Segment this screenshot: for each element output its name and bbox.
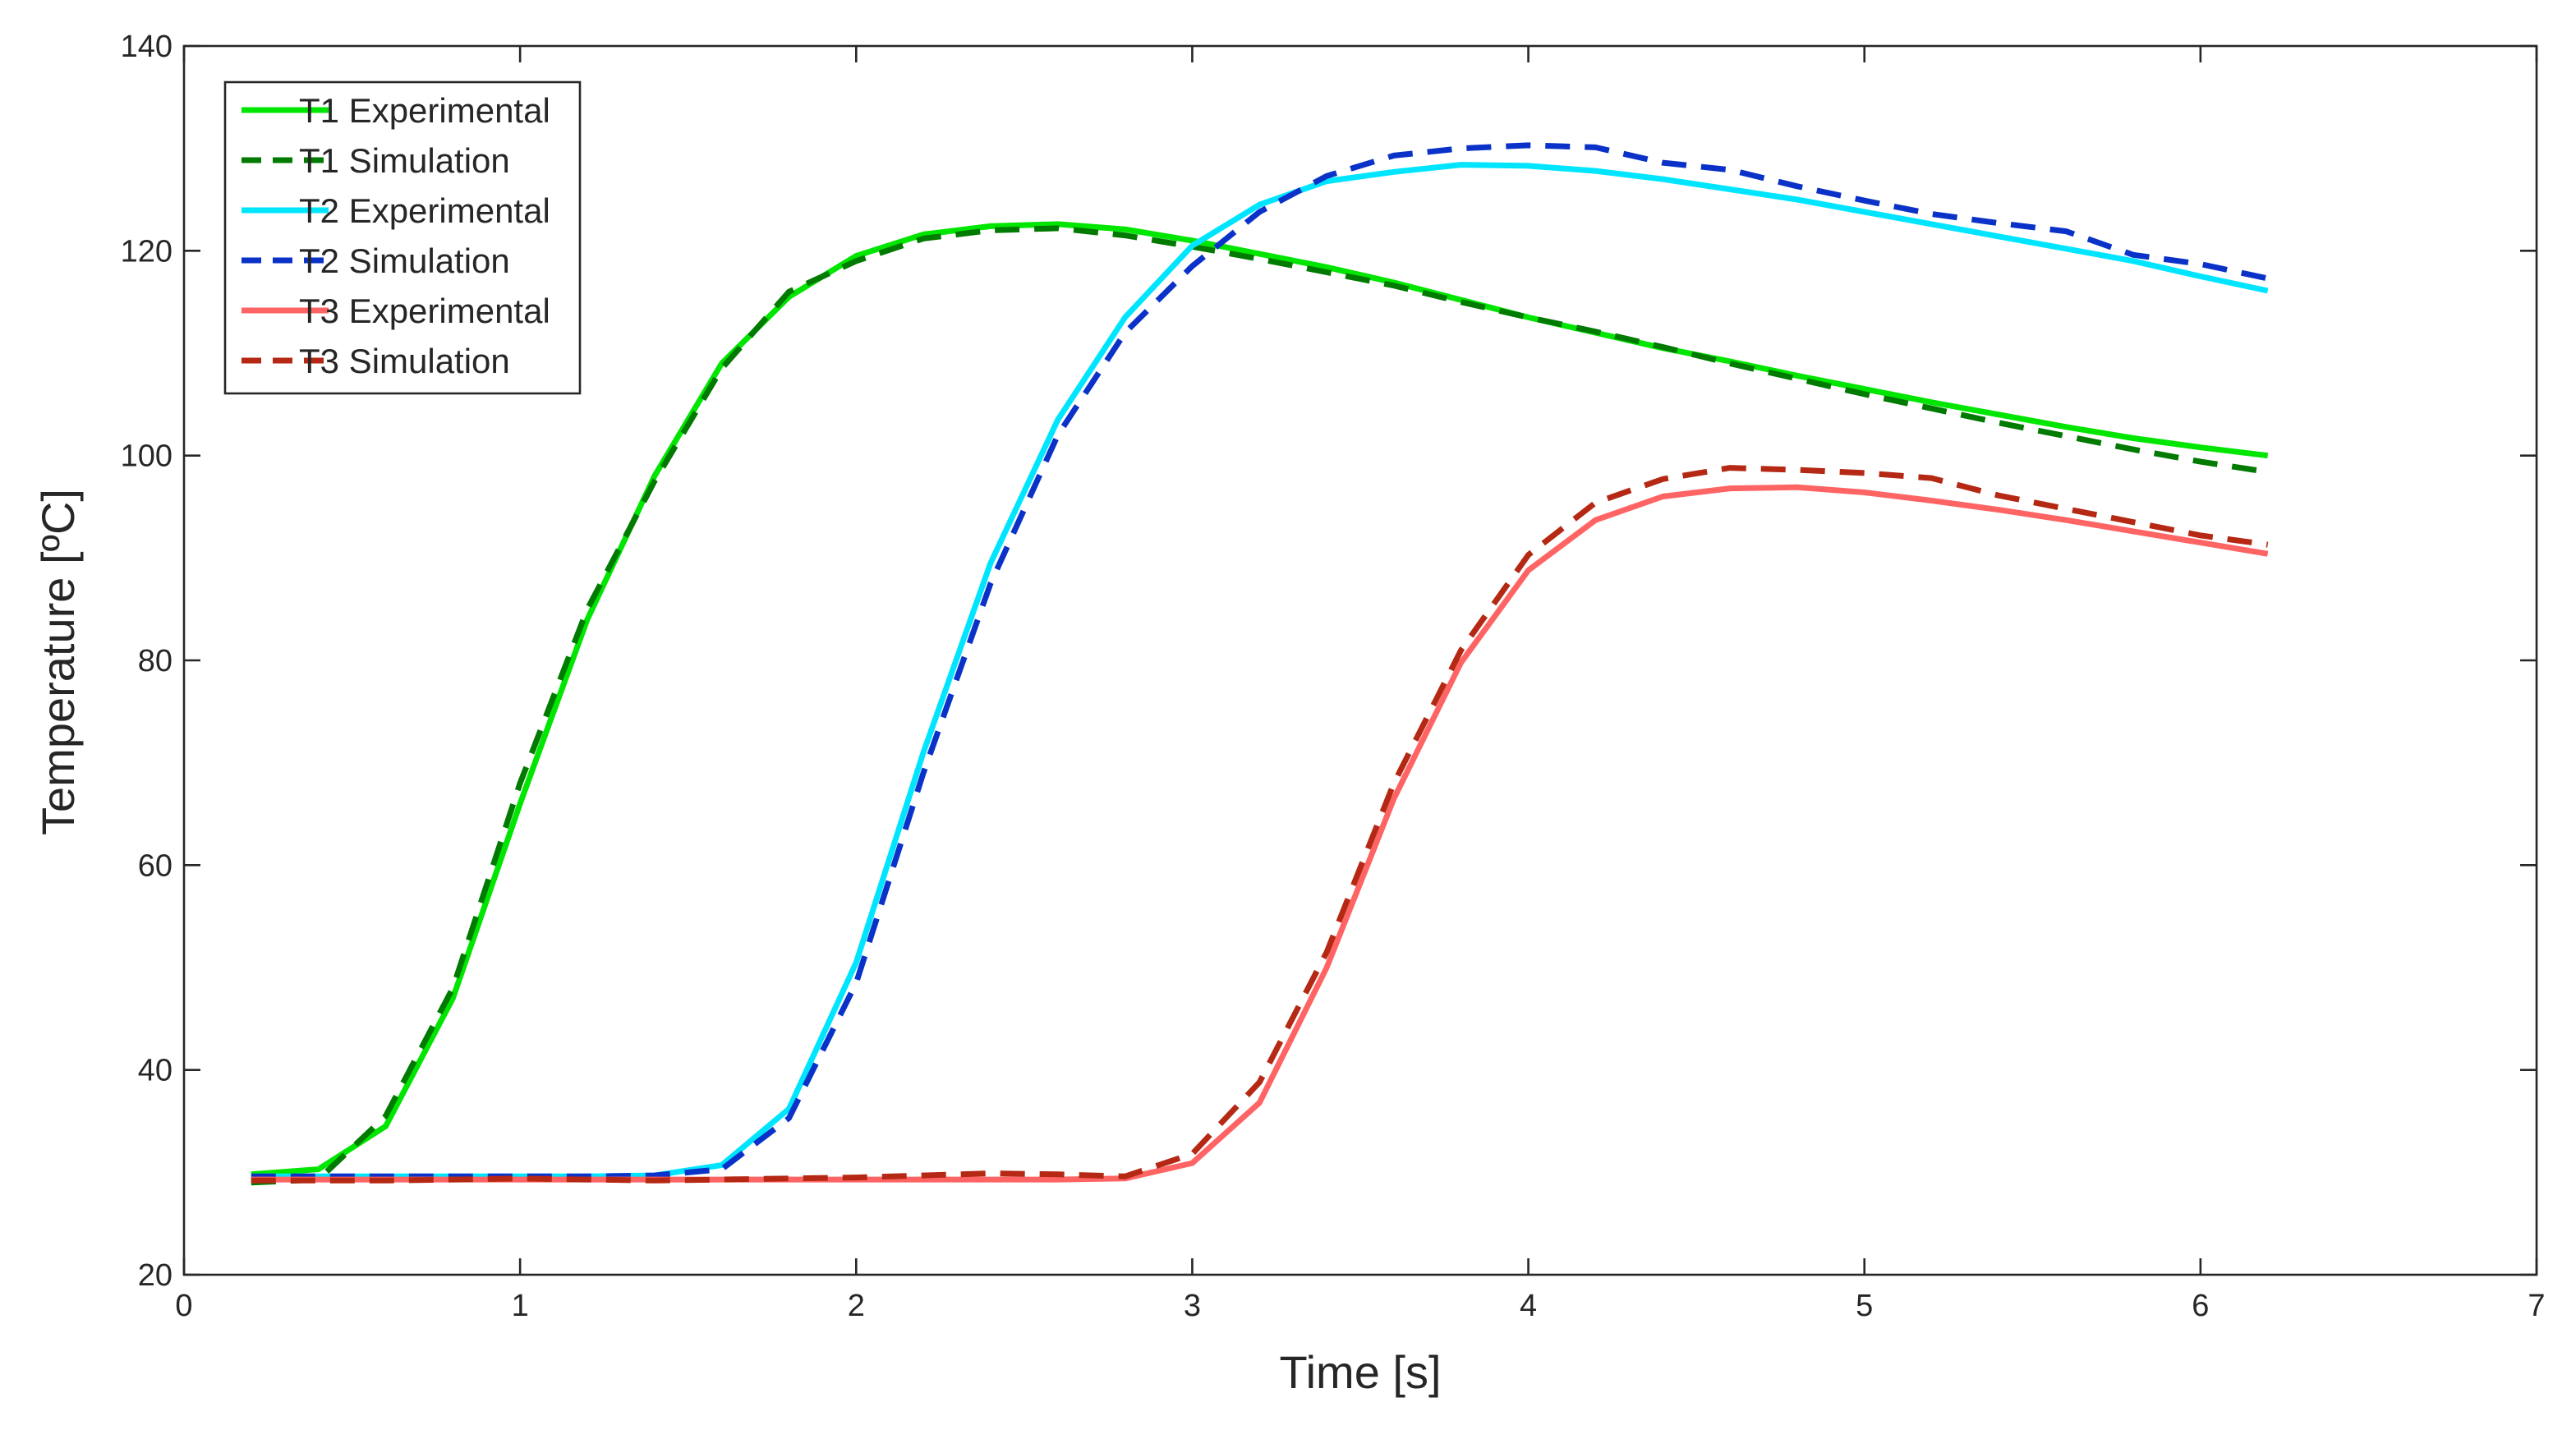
- y-tick-label: 140: [121, 30, 172, 64]
- axes-layer: Time [s] Temperature [ºC] 0 1 2 3 4 5 6 7 20 40 60…: [32, 30, 2546, 1398]
- series-line-t3-simulation: [251, 465, 2269, 1184]
- y-tick-label: 120: [121, 234, 172, 269]
- legend-box: [223, 80, 582, 395]
- x-tick-label: 4: [1520, 1289, 1537, 1323]
- y-tick-label: 100: [121, 439, 172, 474]
- series-line-t1-simulation: [251, 225, 2269, 1186]
- series-line-t2-simulation: [251, 142, 2269, 1179]
- x-tick-label: 0: [175, 1289, 192, 1323]
- y-axis-label: Temperature [ºC]: [32, 489, 84, 835]
- legend-label: T3 Experimental: [299, 292, 550, 330]
- legend-label: T1 Experimental: [299, 91, 550, 130]
- x-tick-label: 5: [1856, 1289, 1873, 1323]
- y-tick-label: 20: [138, 1258, 172, 1293]
- x-tick-label: 7: [2528, 1289, 2545, 1323]
- x-tick-label: 6: [2192, 1289, 2209, 1323]
- legend-label: T1 Simulation: [299, 141, 510, 180]
- series-line-t1-experimental: [251, 221, 2269, 1178]
- x-tick-label: 2: [848, 1289, 865, 1323]
- legend-label: T2 Simulation: [299, 241, 510, 280]
- x-axis-label: Time [s]: [1279, 1346, 1441, 1398]
- legend-label: T3 Simulation: [299, 342, 510, 380]
- series-layer: [251, 142, 2269, 1186]
- legend: T1 Experimental T1 Simulation T2 Experimen…: [223, 80, 582, 395]
- x-tick-label: 3: [1184, 1289, 1201, 1323]
- y-tick-label: 60: [138, 848, 172, 883]
- y-tick-label: 40: [138, 1054, 172, 1088]
- x-tick-label: 1: [512, 1289, 529, 1323]
- legend-label: T2 Experimental: [299, 191, 550, 230]
- y-tick-label: 80: [138, 644, 172, 678]
